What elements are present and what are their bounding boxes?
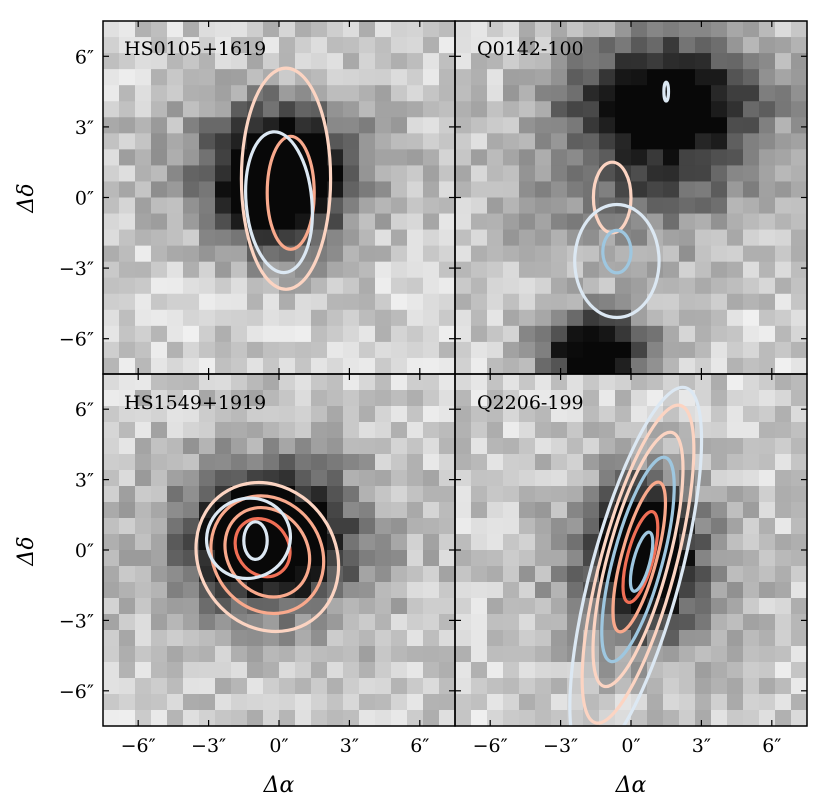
y-tick-label-2-3: 3″ — [75, 470, 94, 492]
y-tick-label-0-2: 0″ — [75, 188, 94, 210]
y-axis-label-bottom: Δδ — [14, 536, 39, 566]
contour-3-6 — [628, 530, 655, 593]
x-tick-label-2-2: 0″ — [269, 735, 288, 757]
contour-3-5 — [621, 509, 660, 605]
contours-0 — [239, 66, 333, 291]
contour-2-3 — [233, 517, 292, 579]
contour-1-3 — [662, 80, 671, 103]
image-layer — [103, 21, 808, 727]
x-axis-label-right: Δα — [615, 773, 647, 798]
y-axis-label-top: Δδ — [14, 183, 39, 213]
x-tick-label-3-1: −3″ — [543, 735, 578, 757]
contour-3-1 — [580, 403, 696, 725]
contour-2-1 — [209, 494, 326, 616]
x-tick-label-2-1: −3″ — [191, 735, 226, 757]
panel-title-hs1549: HS1549+1919 — [124, 392, 266, 414]
x-tick-label-2-4: 6″ — [410, 735, 429, 757]
contour-1-2 — [601, 228, 633, 275]
contours-3 — [568, 385, 704, 726]
x-tick-label-3-4: 6″ — [762, 735, 781, 757]
image-pixels-2 — [103, 374, 456, 727]
contour-0-1 — [265, 134, 316, 251]
image-pixels-3 — [455, 374, 808, 727]
y-tick-label-2-4: 6″ — [75, 399, 94, 421]
contour-layer — [194, 66, 704, 726]
contour-1-1 — [573, 202, 661, 320]
y-tick-label-2-0: −6″ — [59, 681, 94, 703]
contour-2-4 — [204, 496, 293, 581]
contours-2 — [194, 480, 341, 634]
tick-layer — [103, 21, 807, 726]
x-axis-label-left: Δα — [263, 773, 295, 798]
x-tick-label-3-0: −6″ — [473, 735, 508, 757]
panel-title-hs0105: HS0105+1619 — [124, 38, 266, 60]
panel-title-q0142: Q0142-100 — [477, 38, 584, 60]
contour-3-4 — [611, 480, 668, 634]
y-tick-label-2-1: −3″ — [59, 610, 94, 632]
y-tick-label-0-4: 6″ — [75, 46, 94, 68]
text-layer: Δα Δα Δδ Δδ HS0105+1619 Q0142-100 HS1549… — [14, 38, 781, 798]
x-tick-label-3-3: 3″ — [692, 735, 711, 757]
contours-1 — [573, 80, 671, 320]
contour-0-2 — [244, 130, 314, 275]
y-tick-label-2-2: 0″ — [75, 540, 94, 562]
x-tick-label-3-2: 0″ — [621, 735, 640, 757]
y-tick-label-0-1: −3″ — [59, 258, 94, 280]
contour-2-0 — [194, 480, 341, 634]
contour-3-0 — [568, 385, 704, 726]
contour-3-3 — [600, 455, 676, 664]
image-pixels-1 — [455, 21, 808, 375]
y-tick-label-0-0: −6″ — [59, 329, 94, 351]
panel-title-q2206: Q2206-199 — [477, 392, 584, 414]
x-tick-label-2-0: −6″ — [121, 735, 156, 757]
image-pixels-0 — [103, 21, 456, 375]
y-tick-label-0-3: 3″ — [75, 117, 94, 139]
contour-2-5 — [242, 520, 269, 561]
x-tick-label-2-3: 3″ — [340, 735, 359, 757]
contour-3-2 — [591, 430, 685, 689]
contour-0-0 — [239, 66, 333, 291]
